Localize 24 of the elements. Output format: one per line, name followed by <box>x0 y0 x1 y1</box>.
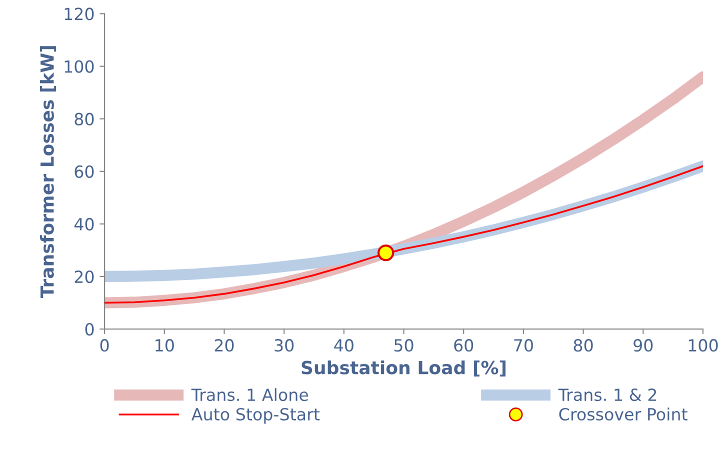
y-tick-label: 100 <box>64 60 94 73</box>
x-tick-label: 100 <box>688 339 718 352</box>
x-tick-label: 80 <box>574 339 593 352</box>
y-tick-label: 0 <box>85 323 94 336</box>
y-tick-label: 20 <box>74 270 94 284</box>
y-tick-label: 60 <box>74 165 94 178</box>
x-tick-label: 70 <box>514 339 533 352</box>
legend-label: Auto Stop-Start <box>191 408 320 424</box>
y-axis-title: Transformer Losses [kW] <box>40 46 56 298</box>
x-tick-label: 60 <box>454 339 474 352</box>
x-tick-label: 20 <box>214 339 234 352</box>
y-tick-label: 40 <box>74 218 94 230</box>
x-tick-label: 90 <box>634 339 653 352</box>
legend-label: Trans. 1 Alone <box>191 388 308 402</box>
x-axis-title: Substation Load [%] <box>302 360 506 377</box>
y-tick-label: 120 <box>64 8 94 20</box>
legend-label: Trans. 1 & 2 <box>558 388 656 402</box>
x-tick-label: 10 <box>156 339 174 352</box>
x-tick-label: 40 <box>334 339 354 352</box>
x-tick-label: 30 <box>274 339 294 352</box>
x-tick-label: 0 <box>100 339 109 352</box>
y-tick-label: 80 <box>74 112 94 126</box>
x-tick-label: 50 <box>394 339 414 352</box>
legend-label: Crossover Point <box>559 408 688 421</box>
